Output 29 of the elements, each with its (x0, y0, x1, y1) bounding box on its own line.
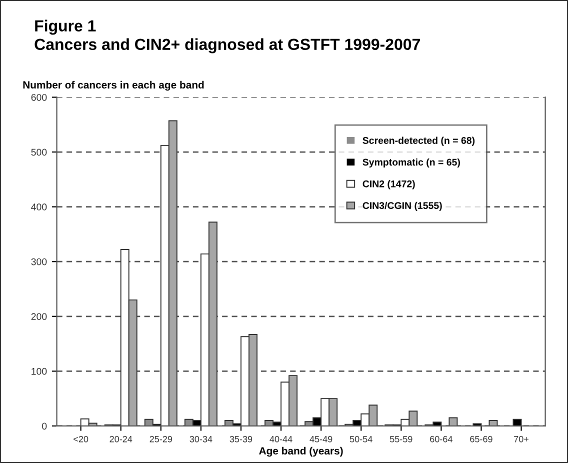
y-tick-label: 600 (31, 94, 47, 101)
chart-subtitle: Cancers and CIN2+ diagnosed at GSTFT 1999-2007 (34, 38, 420, 54)
x-tick-label: 20-24 (110, 436, 132, 442)
y-tick-label: 100 (32, 368, 47, 375)
x-tick-label: <20 (74, 436, 88, 442)
legend-label: Screen-detected (n = 68) (362, 136, 475, 146)
y-tick-label: 500 (31, 148, 47, 156)
bar (488, 420, 498, 426)
y-tick-label: 400 (31, 204, 47, 210)
y-tick-label: 300 (31, 258, 47, 266)
x-tick-label: 50-54 (350, 436, 372, 442)
x-tick-label: 45-49 (310, 436, 332, 442)
x-tick-label: 65-69 (470, 436, 492, 442)
x-tick-label: 40-44 (270, 436, 292, 442)
x-tick-label: 25-29 (150, 436, 172, 442)
x-tick-label: 70+ (514, 436, 528, 442)
x-tick-label: 55-59 (390, 436, 412, 442)
x-tick-label: 35-39 (230, 436, 252, 442)
bar (448, 417, 458, 426)
legend-label: CIN2 (1472) (362, 180, 415, 190)
x-tick-label: 60-64 (430, 436, 452, 442)
legend-label: Symptomatic (n = 65) (362, 158, 460, 168)
y-tick-label: 200 (31, 313, 47, 320)
x-tick-label: 30-34 (190, 436, 212, 442)
legend-label: CIN3/CGIN (1555) (362, 202, 442, 211)
y-axis-title: Number of cancers in each age band (23, 80, 204, 91)
x-axis-title: Age band (years) (259, 446, 343, 457)
chart-title: Figure 1 (35, 20, 96, 35)
y-tick-label: 0 (42, 422, 47, 430)
